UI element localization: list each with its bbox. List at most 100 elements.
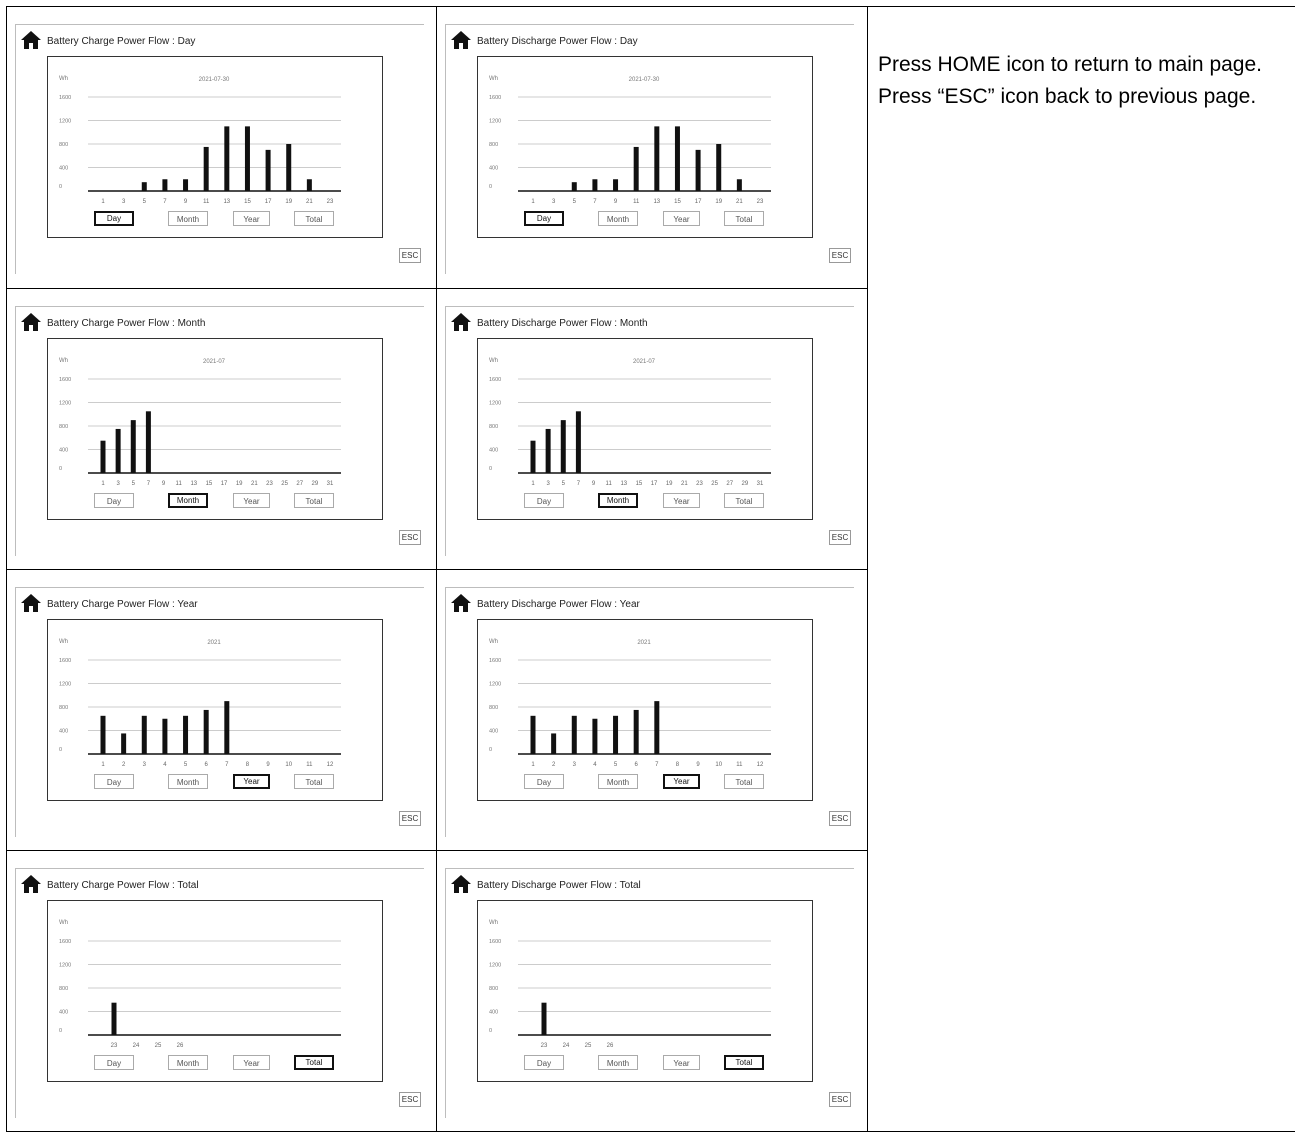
x-tick-label: 15 (636, 481, 643, 487)
tab-month[interactable]: Month (598, 774, 638, 789)
esc-button[interactable]: ESC (399, 811, 421, 826)
x-tick-label: 6 (205, 762, 209, 768)
tab-day[interactable]: Day (94, 493, 134, 508)
x-tick-label: 7 (163, 199, 167, 205)
y-tick-label: 1600 (489, 95, 501, 101)
esc-button[interactable]: ESC (829, 811, 851, 826)
screen-title: Battery Charge Power Flow : Total (47, 880, 199, 891)
tab-month[interactable]: Month (598, 211, 638, 226)
esc-button[interactable]: ESC (829, 248, 851, 263)
esc-button[interactable]: ESC (829, 1092, 851, 1107)
home-icon[interactable] (20, 30, 42, 50)
y-tick-label: 800 (489, 986, 498, 992)
x-tick-label: 21 (251, 481, 258, 487)
tab-year[interactable]: Year (233, 493, 270, 508)
tab-total[interactable]: Total (724, 774, 764, 789)
tab-day[interactable]: Day (94, 1055, 134, 1070)
esc-button[interactable]: ESC (399, 530, 421, 545)
x-tick-label: 5 (132, 481, 136, 487)
tab-total[interactable]: Total (294, 1055, 334, 1070)
y-tick-label: 0 (59, 466, 62, 472)
tab-total[interactable]: Total (294, 493, 334, 508)
esc-button[interactable]: ESC (399, 248, 421, 263)
tab-year[interactable]: Year (233, 1055, 270, 1070)
bar (183, 716, 188, 754)
tab-year[interactable]: Year (663, 774, 700, 789)
tab-year[interactable]: Year (663, 211, 700, 226)
bar (531, 441, 536, 473)
tab-total[interactable]: Total (294, 774, 334, 789)
tab-total[interactable]: Total (724, 493, 764, 508)
tab-month[interactable]: Month (598, 493, 638, 508)
bar (542, 1003, 547, 1035)
x-tick-label: 26 (177, 1043, 184, 1049)
x-tick-label: 23 (266, 481, 273, 487)
bar (576, 411, 581, 473)
esc-button[interactable]: ESC (829, 530, 851, 545)
bar (142, 716, 147, 754)
x-tick-label: 5 (614, 762, 618, 768)
home-icon[interactable] (450, 30, 472, 50)
x-tick-label: 17 (695, 199, 702, 205)
chart-date: 2021-07-30 (199, 77, 230, 83)
tab-total[interactable]: Total (724, 1055, 764, 1070)
tab-month[interactable]: Month (168, 1055, 208, 1070)
tab-day[interactable]: Day (524, 1055, 564, 1070)
tab-year[interactable]: Year (663, 493, 700, 508)
bar (572, 716, 577, 754)
tab-day[interactable]: Day (524, 211, 564, 226)
home-icon[interactable] (20, 312, 42, 332)
tab-month[interactable]: Month (168, 211, 208, 226)
bar (131, 420, 136, 473)
bar (101, 716, 106, 754)
x-tick-label: 13 (223, 199, 230, 205)
tab-day[interactable]: Day (524, 774, 564, 789)
tab-total[interactable]: Total (294, 211, 334, 226)
x-tick-label: 31 (327, 481, 334, 487)
home-icon[interactable] (20, 593, 42, 613)
tab-day[interactable]: Day (524, 493, 564, 508)
unit-label: Wh (59, 639, 68, 645)
x-tick-label: 3 (546, 481, 550, 487)
home-icon[interactable] (450, 593, 472, 613)
tab-year[interactable]: Year (233, 211, 270, 226)
unit-label: Wh (59, 358, 68, 364)
y-tick-label: 800 (489, 424, 498, 430)
x-tick-label: 1 (101, 481, 105, 487)
y-tick-label: 1600 (489, 939, 501, 945)
home-icon[interactable] (450, 874, 472, 894)
period-tabs: Day Month Year Total (48, 211, 381, 231)
home-icon[interactable] (20, 874, 42, 894)
period-tabs: Day Month Year Total (478, 493, 811, 513)
tab-total[interactable]: Total (724, 211, 764, 226)
tab-month[interactable]: Month (168, 493, 208, 508)
tab-year[interactable]: Year (663, 1055, 700, 1070)
tab-month[interactable]: Month (168, 774, 208, 789)
tab-month[interactable]: Month (598, 1055, 638, 1070)
screen-title: Battery Charge Power Flow : Year (47, 599, 198, 610)
bar (696, 150, 701, 191)
y-tick-label: 800 (59, 986, 68, 992)
home-icon[interactable] (450, 312, 472, 332)
period-tabs: Day Month Year Total (478, 1055, 811, 1075)
tab-day[interactable]: Day (94, 774, 134, 789)
tab-year[interactable]: Year (233, 774, 270, 789)
bar (183, 179, 188, 191)
x-tick-label: 25 (711, 481, 718, 487)
chart-date: 2021 (637, 640, 651, 646)
esc-button[interactable]: ESC (399, 1092, 421, 1107)
y-tick-label: 1600 (59, 658, 71, 664)
tab-day[interactable]: Day (94, 211, 134, 226)
